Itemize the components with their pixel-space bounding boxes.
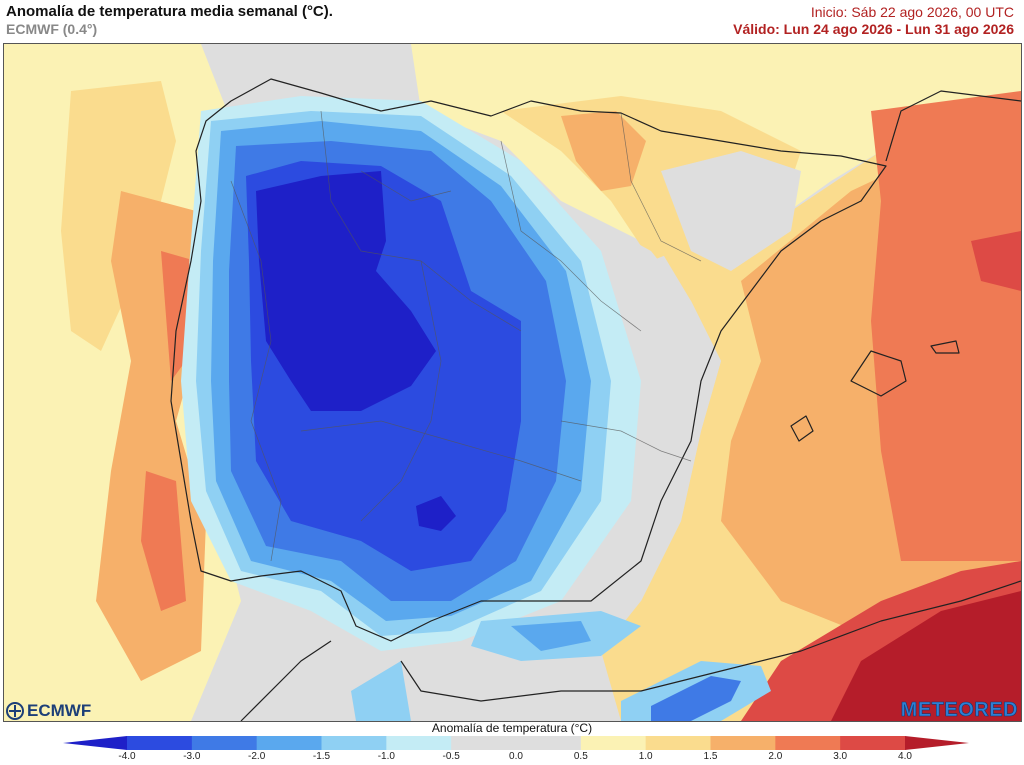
colorbar-segment: [516, 736, 582, 750]
alboran-cold-core: [511, 621, 591, 651]
colorbar-tick-label: 3.0: [833, 751, 848, 762]
cold-core-south: [416, 496, 456, 531]
colorbar-extend-low: [63, 736, 127, 750]
colorbar-segment: [451, 736, 517, 750]
colorbar-segment: [775, 736, 841, 750]
init-time: Inicio: Sáb 22 ago 2026, 00 UTC: [810, 4, 1014, 20]
colorbar-segment: [710, 736, 776, 750]
colorbar-tick-label: 0.0: [509, 751, 523, 762]
colorbar-segment: [840, 736, 906, 750]
colorbar-tick-label: 2.0: [768, 751, 783, 762]
menorca-coast: [930, 340, 960, 354]
colorbar-segment: [386, 736, 452, 750]
colorbar-tick-label: -4.0: [118, 751, 136, 762]
colorbar-title: Anomalía de temperatura (°C): [431, 721, 593, 735]
ecmwf-logo: ECMWF: [6, 701, 91, 721]
admin-borders: [230, 110, 702, 562]
ebro-neutral-zone: [661, 151, 801, 271]
header-left: Anomalía de temperatura media semanal (°…: [6, 3, 333, 38]
meteored-logo: METEORED: [900, 699, 1018, 722]
colorbar-tick-label: -3.0: [183, 751, 201, 762]
coastlines: [170, 78, 1021, 721]
valid-period: Válido: Lun 24 ago 2026 - Lun 31 ago 202…: [733, 21, 1014, 37]
colorbar-tick-label: -1.0: [377, 751, 395, 762]
colorbar-segment: [580, 736, 647, 750]
colorbar-segment: [321, 736, 387, 750]
south-hot-core: [831, 591, 1021, 721]
morocco-cold-patch: [351, 661, 411, 721]
colorbar-tick-label: 0.5: [573, 751, 588, 762]
anomaly-map: [3, 43, 1022, 722]
atlantic-warm-patch-4: [141, 471, 186, 611]
map-canvas: [4, 44, 1021, 721]
colorbar: [63, 736, 969, 750]
ebro-warm-patch: [561, 111, 646, 191]
colorbar-tick-label: -1.5: [312, 751, 331, 762]
algeria-cold-core: [651, 676, 741, 721]
colorbar-tick-label: 1.5: [703, 751, 718, 762]
header-right: Inicio: Sáb 22 ago 2026, 00 UTC Válido: …: [733, 3, 1014, 38]
colorbar-segment: [127, 736, 193, 750]
ecmwf-mark-icon: [6, 702, 24, 720]
colorbar-ticks: -4.0 -3.0 -2.0 -1.5 -1.0 -0.5 0.0 0.5 1.0 1.5 2.0 3…: [0, 751, 1024, 765]
colorbar-segment: [191, 736, 258, 750]
mallorca-coast: [850, 350, 907, 397]
mediterranean-warm-core: [871, 91, 1021, 561]
colorbar-extend-high: [905, 736, 969, 750]
ecmwf-logo-text: ECMWF: [27, 701, 92, 720]
ibiza-coast: [790, 415, 814, 442]
colorbar-segment: [256, 736, 322, 750]
model-label: ECMWF (0.4°): [6, 21, 98, 37]
colorbar-tick-label: -0.5: [442, 751, 460, 762]
colorbar-tick-label: -2.0: [248, 751, 266, 762]
colorbar-segment: [645, 736, 711, 750]
mediterranean-hot-spot: [971, 231, 1021, 291]
map-title: Anomalía de temperatura media semanal (°…: [6, 3, 333, 20]
cold-core-minus-4.0: [256, 171, 436, 411]
colorbar-tick-label: 1.0: [638, 751, 653, 762]
colorbar-tick-label: 4.0: [898, 751, 912, 762]
